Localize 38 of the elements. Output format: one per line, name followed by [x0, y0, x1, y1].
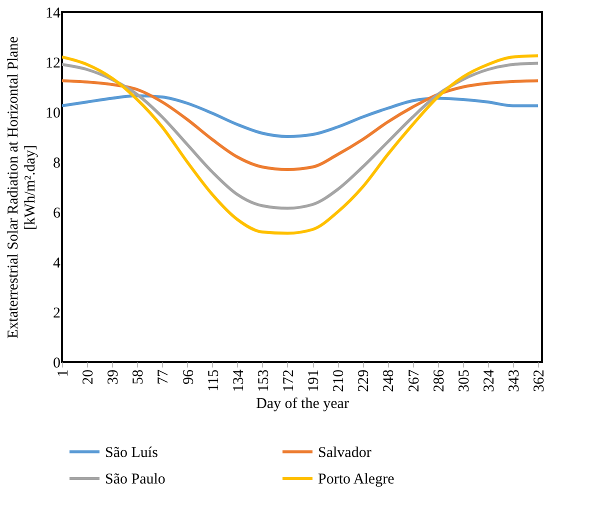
- legend-label: Salvador: [318, 444, 372, 461]
- x-tick-label: 248: [381, 370, 398, 392]
- line-series: [62, 79, 540, 171]
- x-tick-label: 77: [156, 369, 172, 384]
- x-tick-label: 96: [180, 369, 197, 384]
- x-axis-title: Day of the year: [256, 396, 349, 412]
- y-axis-title: Extaterrestrial Solar Radiation at Horizontal Plane [kWh/m².day]: [6, 36, 38, 338]
- y-tick-label: 4: [53, 256, 61, 272]
- x-tick-label: 20: [80, 370, 97, 384]
- y-tick-label: 14: [46, 6, 61, 22]
- legend-label: São Paulo: [105, 472, 166, 488]
- x-tick-label: 58: [130, 370, 147, 384]
- x-tick-label: 286: [431, 369, 448, 392]
- x-tick-label: 39: [106, 370, 122, 384]
- x-tick-label: 172: [280, 370, 297, 392]
- legend-label: Porto Alegre: [318, 472, 395, 488]
- x-tick-label: 267: [406, 369, 422, 392]
- y-tick-label: 6: [53, 206, 61, 222]
- x-tick-label: 362: [532, 370, 548, 392]
- y-tick-label: 8: [53, 156, 60, 172]
- line-series: [62, 94, 540, 138]
- x-tick-label: 153: [256, 370, 272, 392]
- y-tick-label: 2: [53, 306, 60, 322]
- x-tick-label: 191: [306, 370, 322, 392]
- x-tick-label: 229: [356, 370, 372, 392]
- x-tick-label: 305: [456, 370, 472, 392]
- line-series: [62, 62, 540, 210]
- x-tick-label: 134: [230, 369, 247, 392]
- legend-label: São Luís: [105, 444, 158, 461]
- x-tick-label: 343: [506, 370, 522, 392]
- y-tick-label: 12: [46, 56, 60, 72]
- x-tick-label: 1: [56, 370, 72, 377]
- x-tick-label: 115: [206, 370, 222, 392]
- y-tick-label: 0: [53, 356, 60, 372]
- x-tick-label: 210: [331, 370, 348, 392]
- y-tick-label: 10: [46, 106, 60, 122]
- x-tick-label: 324: [481, 369, 498, 392]
- line-series: [62, 54, 540, 235]
